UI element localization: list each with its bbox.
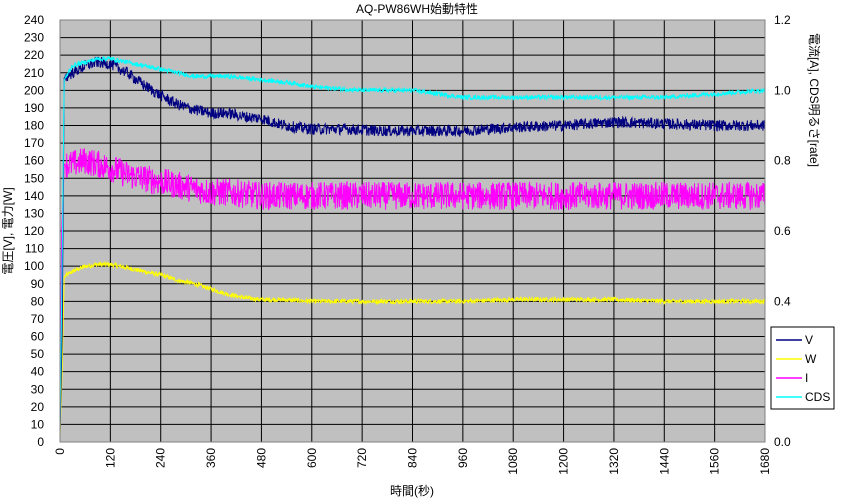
left-tick-label: 0 <box>37 435 44 449</box>
left-axis: 0 10 20 30 40 50 60 70 80 90 100 110 120 130 140 150 160… <box>24 13 44 449</box>
x-tick-label: 240 <box>154 448 168 468</box>
right-tick-label: 1.2 <box>774 13 791 27</box>
x-tick-label: 0 <box>53 448 67 455</box>
left-tick-label: 210 <box>24 66 44 80</box>
x-tick-label: 840 <box>406 448 420 468</box>
left-tick-label: 110 <box>25 242 44 256</box>
legend-label-i: I <box>805 371 808 385</box>
left-tick-label: 80 <box>31 294 45 308</box>
x-tick-label: 960 <box>456 448 470 468</box>
x-axis-label: 時間(秒) <box>390 484 434 498</box>
left-tick-label: 160 <box>24 154 44 168</box>
left-tick-label: 70 <box>31 312 45 326</box>
left-tick-label: 180 <box>24 119 44 133</box>
series-line-v <box>59 56 766 434</box>
x-tick-label: 1200 <box>557 448 571 475</box>
x-axis: 0 120 240 360 480 600 720 840 960 1080 1200 1320 144… <box>53 448 772 475</box>
legend-label-w: W <box>805 352 817 366</box>
left-tick-label: 130 <box>24 206 44 220</box>
x-tick-label: 600 <box>305 448 319 468</box>
left-tick-label: 60 <box>31 330 45 344</box>
left-tick-label: 220 <box>24 48 44 62</box>
legend-label-cds: CDS <box>805 390 830 404</box>
plot-border <box>59 19 766 443</box>
left-tick-label: 190 <box>24 101 44 115</box>
left-tick-label: 150 <box>24 171 44 185</box>
left-tick-label: 170 <box>24 136 44 150</box>
x-tick-label: 360 <box>204 448 218 468</box>
left-tick-label: 140 <box>24 189 44 203</box>
left-tick-label: 30 <box>31 382 45 396</box>
x-tick-label: 1080 <box>506 448 520 475</box>
chart-title: AQ-PW86WH始動特性 <box>356 1 478 16</box>
x-tick-label: 120 <box>103 448 117 468</box>
series-line-cds <box>59 55 766 428</box>
x-tick-label: 1560 <box>708 448 722 475</box>
grid-lines <box>59 19 766 443</box>
series-line-w <box>59 260 766 437</box>
right-tick-label: 0.6 <box>774 224 791 238</box>
right-tick-label: 0.8 <box>774 154 791 168</box>
series-layer <box>59 55 766 437</box>
right-tick-label: 0.4 <box>774 294 791 308</box>
left-tick-label: 10 <box>31 417 45 431</box>
left-tick-label: 230 <box>24 31 44 45</box>
left-tick-label: 240 <box>24 13 44 27</box>
left-tick-label: 120 <box>24 224 44 238</box>
right-axis-label: 電流[A], CDS明るさ[rate] <box>807 33 821 167</box>
x-tick-label: 1320 <box>607 448 621 475</box>
left-tick-label: 90 <box>31 277 45 291</box>
left-tick-label: 50 <box>31 347 45 361</box>
x-tick-label: 720 <box>355 448 369 468</box>
legend-label-v: V <box>805 333 813 347</box>
left-tick-label: 40 <box>31 365 45 379</box>
left-tick-label: 100 <box>24 259 44 273</box>
right-tick-label: 0.0 <box>774 435 791 449</box>
right-tick-label: 1.0 <box>774 83 791 97</box>
series-line-i <box>59 148 766 425</box>
x-tick-label: 1680 <box>758 448 772 475</box>
left-tick-label: 20 <box>31 400 45 414</box>
legend: VWI CDS <box>770 326 835 410</box>
left-axis-label: 電圧[V], 電力[W] <box>1 187 15 274</box>
x-tick-label: 1440 <box>657 448 671 475</box>
x-tick-label: 480 <box>254 448 268 468</box>
left-tick-label: 200 <box>24 83 44 97</box>
